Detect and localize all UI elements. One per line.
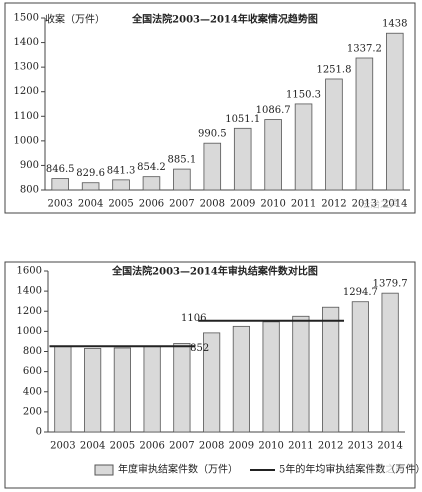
- x-tick-label: 2012: [321, 199, 346, 210]
- y-tick-label: 400: [23, 386, 42, 397]
- x-tick-label: 2003: [47, 199, 72, 210]
- data-label: 885.1: [168, 155, 197, 166]
- legend-label: 5年的年均审执结案件数（万件）: [279, 463, 422, 476]
- x-tick-label: 2013: [348, 441, 373, 452]
- y-axis-label: 收案（万件）: [45, 13, 105, 26]
- y-tick-label: 1100: [14, 111, 39, 122]
- x-tick-label: 2009: [230, 199, 255, 210]
- chart-title: 全国法院2003—2014年审执结案件数对比图: [111, 265, 318, 278]
- data-label: 1337.2: [347, 44, 382, 55]
- bar: [173, 168, 191, 191]
- data-label: 1379.7: [373, 279, 408, 290]
- bar: [203, 142, 222, 191]
- y-tick-label: 900: [20, 160, 39, 171]
- x-tick-label: 2007: [169, 199, 194, 210]
- x-tick-label: 2008: [200, 199, 225, 210]
- x-tick-label: 2012: [318, 441, 343, 452]
- y-tick-label: 1000: [17, 326, 42, 337]
- x-tick-label: 2008: [199, 441, 224, 452]
- data-label: 1086.7: [256, 105, 291, 116]
- y-tick-label: 800: [20, 185, 39, 196]
- y-tick-label: 1400: [14, 37, 39, 48]
- y-tick-label: 1200: [14, 86, 39, 97]
- data-label: 1294.7: [343, 287, 378, 298]
- x-tick-label: 2006: [139, 199, 164, 210]
- chart-title: 全国法院2003—2014年收案情况趋势图: [131, 13, 318, 26]
- bar: [51, 178, 69, 191]
- data-label: 829.6: [76, 168, 105, 179]
- chart-frame: [4, 261, 416, 489]
- data-label: 1150.3: [286, 89, 321, 100]
- x-tick-label: 2013: [352, 199, 377, 210]
- x-tick-label: 2011: [288, 441, 313, 452]
- x-tick-label: 2009: [229, 441, 254, 452]
- bar: [355, 57, 374, 191]
- y-tick-label: 1600: [17, 266, 42, 277]
- y-tick-label: 0: [36, 427, 42, 438]
- bar: [294, 103, 313, 191]
- y-tick-label: 200: [23, 406, 42, 417]
- data-label: 1438: [382, 19, 407, 30]
- bar: [112, 179, 130, 191]
- y-tick-label: 1400: [17, 286, 42, 297]
- bar: [233, 127, 252, 191]
- x-tick-label: 2005: [110, 441, 135, 452]
- bar: [54, 346, 72, 433]
- bar: [264, 119, 282, 191]
- data-label: 1051.1: [225, 114, 260, 125]
- watermark: 法治之声: [360, 198, 400, 211]
- bar: [351, 301, 369, 433]
- average-label: 852: [190, 343, 209, 354]
- x-tick-label: 2003: [50, 441, 75, 452]
- bar: [325, 78, 343, 191]
- data-label: 854.2: [137, 162, 166, 173]
- bar: [143, 346, 161, 433]
- legend-swatch: [94, 464, 114, 476]
- bar: [173, 343, 191, 433]
- bar: [322, 306, 340, 433]
- bar: [262, 321, 280, 433]
- bar: [203, 332, 221, 433]
- x-tick-label: 2014: [377, 441, 402, 452]
- y-tick-label: 1500: [14, 13, 39, 24]
- y-tick-label: 800: [23, 346, 42, 357]
- bar: [113, 347, 131, 433]
- x-tick-label: 2011: [291, 199, 316, 210]
- x-tick-label: 2004: [78, 199, 103, 210]
- y-tick-label: 1000: [14, 135, 39, 146]
- x-tick-label: 2004: [80, 441, 105, 452]
- bar: [292, 315, 310, 433]
- x-tick-label: 2006: [139, 441, 164, 452]
- x-tick-label: 2007: [169, 441, 194, 452]
- watermark: 法治之声: [365, 463, 405, 476]
- data-label: 1251.8: [316, 64, 351, 75]
- bar: [386, 32, 404, 191]
- x-tick-label: 2014: [382, 199, 407, 210]
- x-tick-label: 2005: [108, 199, 133, 210]
- y-tick-label: 600: [23, 366, 42, 377]
- x-tick-label: 2010: [258, 441, 283, 452]
- legend-label: 年度审执结案件数（万件）: [118, 463, 238, 476]
- bar: [381, 292, 399, 433]
- bar: [81, 182, 100, 191]
- y-tick-label: 1300: [14, 62, 39, 73]
- bar: [142, 176, 161, 191]
- data-label: 990.5: [198, 129, 227, 140]
- bar: [232, 325, 250, 433]
- y-tick-label: 1200: [17, 306, 42, 317]
- chart-frame: [4, 2, 416, 214]
- data-label: 846.5: [46, 164, 75, 175]
- average-label: 1106: [181, 313, 206, 324]
- bar: [84, 348, 102, 433]
- x-tick-label: 2010: [260, 199, 285, 210]
- data-label: 841.3: [107, 165, 136, 176]
